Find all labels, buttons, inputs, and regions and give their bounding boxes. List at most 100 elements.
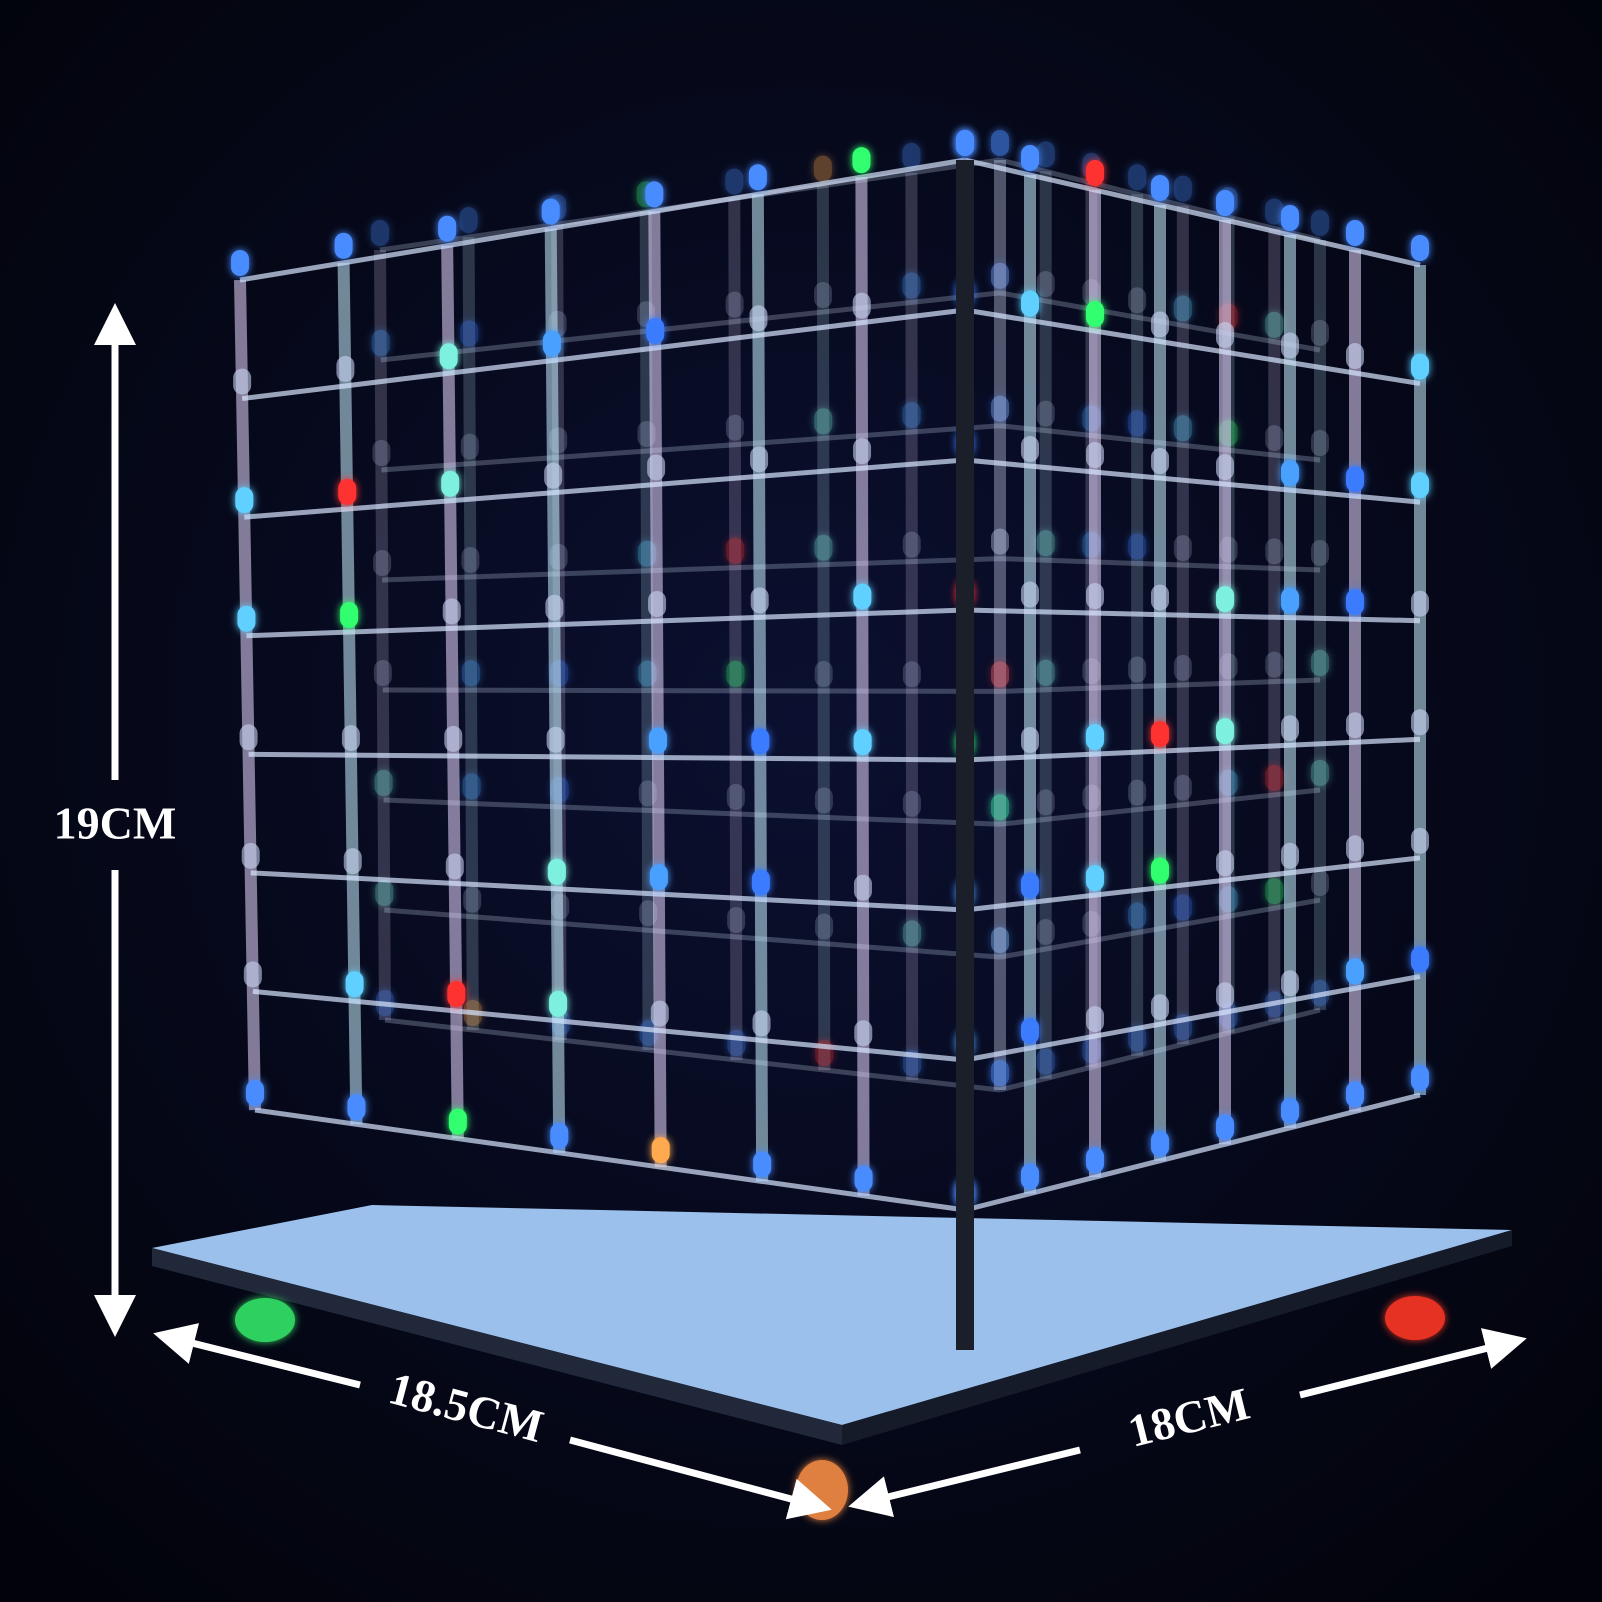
- rail: [964, 607, 1421, 624]
- led: [854, 1165, 873, 1192]
- led: [1411, 1065, 1429, 1091]
- led: [444, 725, 463, 752]
- rail: [964, 973, 1421, 1063]
- led: [1086, 583, 1104, 610]
- led: [1173, 295, 1192, 322]
- led: [1265, 538, 1284, 565]
- led: [814, 661, 833, 688]
- arrow: [848, 1446, 1081, 1518]
- led: [726, 660, 745, 687]
- led: [1311, 430, 1329, 456]
- led: [347, 1094, 366, 1121]
- led: [1311, 870, 1329, 896]
- led: [1086, 1006, 1104, 1033]
- led: [1128, 410, 1147, 437]
- base-edge: [842, 1230, 1512, 1445]
- led: [233, 368, 252, 395]
- led: [649, 864, 668, 891]
- led: [445, 853, 464, 880]
- led: [902, 790, 921, 817]
- led: [725, 414, 744, 441]
- led: [448, 1108, 467, 1135]
- led: [725, 168, 744, 195]
- rail: [241, 307, 966, 402]
- led: [1151, 175, 1169, 201]
- rail: [964, 457, 1421, 505]
- led: [1086, 724, 1104, 751]
- led: [991, 927, 1009, 954]
- led: [991, 395, 1009, 422]
- led: [902, 142, 921, 169]
- led: [1346, 835, 1364, 862]
- column: [816, 185, 831, 1071]
- led: [814, 787, 833, 814]
- led: [1128, 902, 1147, 929]
- led: [371, 220, 389, 246]
- led: [727, 906, 746, 933]
- led: [1311, 540, 1329, 566]
- rail: [381, 423, 1001, 473]
- rail: [244, 457, 966, 520]
- led: [1216, 850, 1234, 877]
- led: [334, 232, 353, 259]
- led: [374, 770, 393, 796]
- led: [1173, 774, 1192, 801]
- led: [853, 874, 872, 901]
- led: [550, 1122, 569, 1149]
- led: [1128, 779, 1147, 806]
- led: [853, 438, 872, 465]
- led: [1216, 718, 1234, 745]
- led: [1036, 141, 1055, 168]
- led: [1086, 1147, 1104, 1174]
- rail: [250, 870, 966, 913]
- led: [340, 602, 359, 629]
- rail: [254, 1107, 966, 1213]
- led: [1128, 287, 1147, 314]
- feet: [235, 1296, 1445, 1520]
- led: [1086, 865, 1104, 892]
- led: [814, 282, 833, 309]
- led: [1411, 472, 1429, 499]
- led: [541, 198, 560, 225]
- led: [852, 292, 871, 319]
- led: [1086, 160, 1104, 186]
- led: [1151, 584, 1169, 611]
- led: [1346, 1081, 1364, 1108]
- led: [1265, 651, 1284, 678]
- led: [650, 1000, 669, 1027]
- led: [1411, 353, 1429, 380]
- led: [1036, 918, 1055, 945]
- led: [546, 726, 565, 753]
- led: [1265, 198, 1284, 225]
- led: [545, 594, 564, 621]
- led: [1021, 1018, 1039, 1045]
- led: [1265, 878, 1284, 905]
- led: [1036, 530, 1055, 557]
- led: [544, 462, 563, 489]
- led: [439, 343, 458, 370]
- led: [1021, 290, 1039, 317]
- led: [1346, 589, 1364, 616]
- led: [462, 660, 481, 687]
- led: [1151, 721, 1169, 748]
- rail: [384, 907, 1001, 960]
- led: [751, 728, 770, 755]
- foot-led: [1385, 1296, 1445, 1340]
- led: [1036, 400, 1055, 427]
- led: [338, 478, 357, 505]
- height-label: 19CM: [54, 798, 177, 849]
- led: [956, 130, 974, 156]
- led: [1021, 1163, 1039, 1190]
- led: [1021, 727, 1039, 754]
- led: [372, 440, 391, 466]
- led: [815, 913, 834, 940]
- rail: [380, 290, 1001, 363]
- led: [853, 583, 872, 610]
- led: [1346, 343, 1364, 370]
- rail: [383, 797, 1001, 827]
- led-cube: [231, 130, 1429, 1350]
- led: [1151, 1130, 1169, 1157]
- led: [1346, 220, 1364, 246]
- led: [1151, 857, 1169, 884]
- led: [1281, 332, 1299, 359]
